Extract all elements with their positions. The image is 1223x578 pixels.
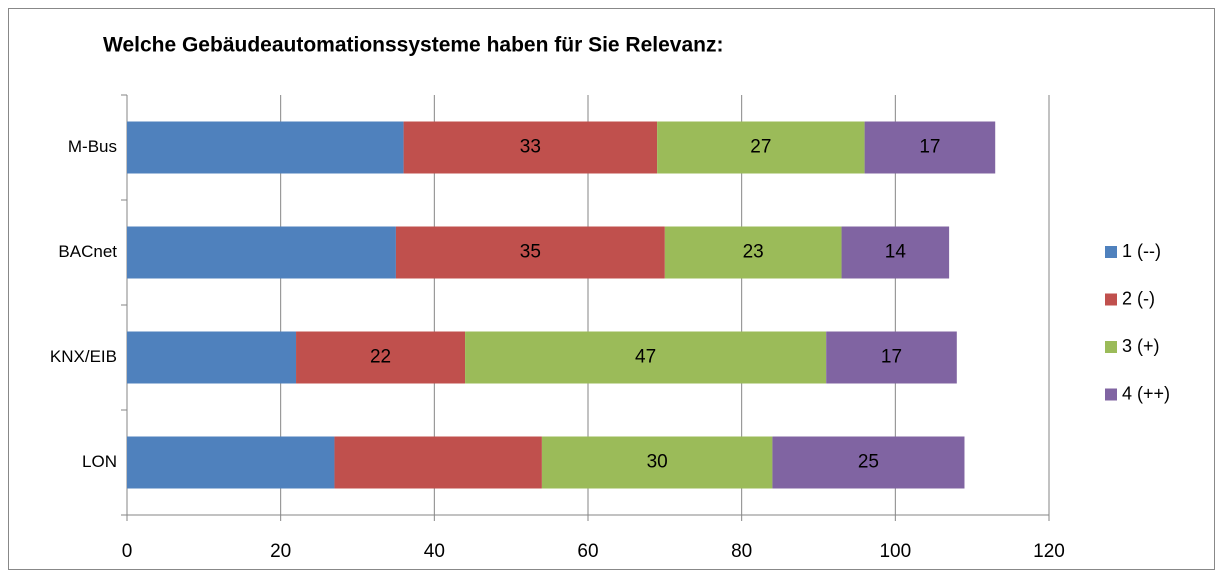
data-label: 47 [635, 347, 656, 368]
legend-swatch [1105, 341, 1117, 353]
data-label: 23 [743, 242, 764, 263]
bar-segment [541, 436, 773, 489]
data-label: 27 [750, 137, 771, 158]
legend-label: 3 (+) [1122, 336, 1160, 356]
x-tick-label: 100 [879, 541, 911, 562]
data-label: 25 [858, 452, 879, 473]
bar-segment [664, 226, 842, 279]
legend-swatch [1105, 293, 1117, 306]
data-label: 33 [520, 137, 541, 158]
chart-title: Welche Gebäudeautomationssysteme haben f… [103, 34, 723, 57]
x-tick-label: 120 [1033, 541, 1065, 562]
bar-segment [395, 226, 665, 279]
bar-segment [334, 436, 542, 489]
legend-swatch [1105, 246, 1117, 258]
x-tick-label: 40 [424, 541, 445, 562]
bar-segment [657, 121, 865, 174]
x-tick-label: 20 [270, 541, 291, 562]
data-label: 17 [919, 137, 940, 158]
y-tick-label: KNX/EIB [50, 347, 117, 366]
bar-segment [127, 121, 404, 174]
legend-label: 1 (--) [1122, 241, 1161, 261]
bar-segment [127, 331, 297, 384]
bar-segment [127, 436, 335, 489]
data-label: 17 [881, 347, 902, 368]
y-tick-label: BACnet [58, 242, 117, 261]
y-tick-label: LON [82, 452, 117, 471]
bar-segment [127, 226, 396, 279]
data-label: 14 [885, 242, 907, 263]
x-tick-label: 80 [731, 541, 752, 562]
data-label: 35 [520, 242, 541, 263]
bar-segment [296, 331, 466, 384]
y-tick-label: M-Bus [68, 137, 117, 156]
bar-segment [826, 331, 957, 384]
x-tick-label: 60 [577, 541, 598, 562]
legend-label: 4 (++) [1122, 383, 1170, 403]
bar-segment [465, 331, 827, 384]
legend-label: 2 (-) [1122, 288, 1155, 308]
data-label: 30 [647, 452, 668, 473]
bar-segment [841, 226, 950, 279]
data-label: 22 [370, 347, 391, 368]
bar-segment [403, 121, 658, 174]
legend-swatch [1105, 388, 1117, 401]
x-tick-label: 0 [122, 541, 133, 562]
bar-segment [864, 121, 996, 174]
bar-segment [772, 436, 965, 489]
